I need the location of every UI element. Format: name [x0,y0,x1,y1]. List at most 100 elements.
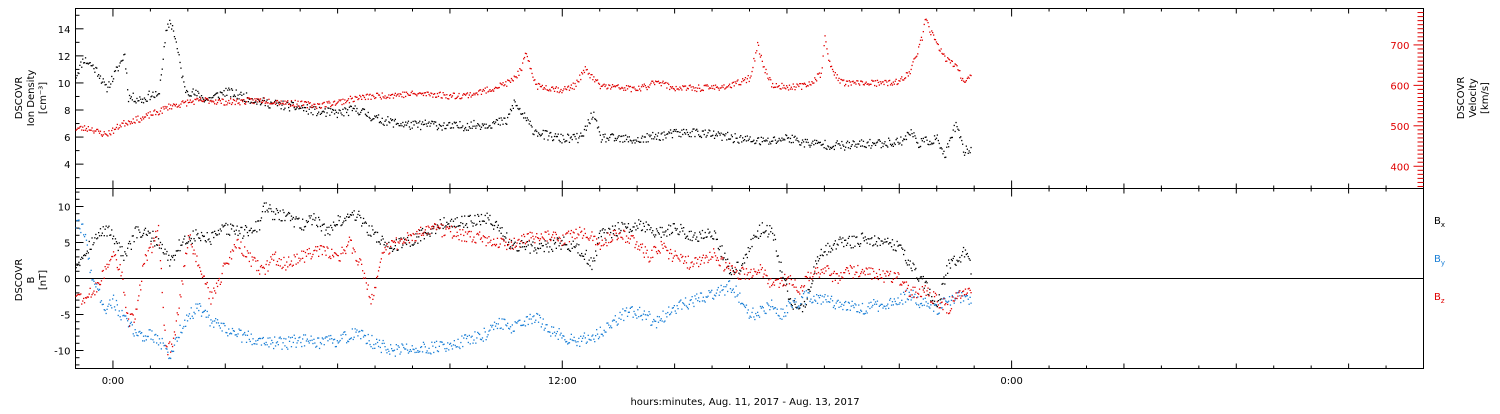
b-point-by [453,344,454,345]
x-tick-label: 0:00 [102,376,124,387]
b-point-bx [589,265,590,266]
b-point-bz [409,242,410,243]
velocity-point [782,87,783,88]
velocity-point [444,94,445,95]
b-point-bz [572,237,573,238]
b-point-bx [481,214,482,215]
density-point [140,99,141,100]
b-point-by [633,311,634,312]
b-point-bx [790,298,791,299]
b-point-bx [621,222,622,223]
density-point [115,70,116,71]
density-point [340,112,341,113]
velocity-point [873,80,874,81]
b-point-bz [462,229,463,230]
b-point-by [666,316,667,317]
b-point-bx [346,216,347,217]
b-point-bz [644,257,645,258]
b-point-bz [682,256,683,257]
density-point [795,139,796,140]
velocity-point [780,88,781,89]
velocity-point [436,97,437,98]
b-point-bz [851,266,852,267]
b-point-by [493,329,494,330]
velocity-point [790,88,791,89]
density-point [607,138,608,139]
b-point-bx [344,218,345,219]
density-point [750,136,751,137]
b-point-bz [158,225,159,226]
velocity-point [639,88,640,89]
b-point-by [818,295,819,296]
b-point-bx [377,232,378,233]
density-point [360,112,361,113]
density-point [963,152,964,153]
density-point [343,115,344,116]
density-point [234,94,235,95]
b-point-bz [314,250,315,251]
b-point-bx [116,241,117,242]
b-point-bx [317,226,318,227]
density-point [513,108,514,109]
b-point-bx [698,241,699,242]
b-point-by [683,303,684,304]
b-point-bx [524,246,525,247]
density-point [849,142,850,143]
b-point-bz [312,254,313,255]
b-point-by [897,304,898,305]
b-point-by [450,343,451,344]
b-point-bx [904,250,905,251]
density-point [874,143,875,144]
b-point-by [487,334,488,335]
b-point-by [380,347,381,348]
density-point [628,141,629,142]
density-point [255,101,256,102]
velocity-point [115,129,116,130]
velocity-point [919,44,920,45]
b-point-by [103,304,104,305]
b-point-by [355,332,356,333]
b-point-bz [322,254,323,255]
b-point-bz [147,260,148,261]
b-point-bz [241,253,242,254]
density-point [312,114,313,115]
density-point [543,130,544,131]
b-point-by [936,304,937,305]
density-point [837,140,838,141]
b-point-bx [158,238,159,239]
b-point-bx [384,242,385,243]
density-point [613,134,614,135]
b-point-bz [725,262,726,263]
b-point-by [139,331,140,332]
b-point-bx [238,230,239,231]
b-point-bx [213,237,214,238]
density-point [426,123,427,124]
density-point [745,136,746,137]
b-point-bx [147,235,148,236]
b-point-bx [376,241,377,242]
b-point-by [186,315,187,316]
b-point-by [270,343,271,344]
density-point [316,115,317,116]
b-point-bz [207,282,208,283]
b-point-bz [871,279,872,280]
velocity-point [574,89,575,90]
density-point [593,112,594,113]
density-point [770,143,771,144]
b-point-by [960,302,961,303]
b-point-bz [767,283,768,284]
b-point-by [677,305,678,306]
b-point-bx [278,212,279,213]
density-point [164,46,165,47]
b-point-bx [201,232,202,233]
b-point-bx [826,254,827,255]
b-point-by [387,349,388,350]
b-point-by [210,319,211,320]
b-point-bx [244,229,245,230]
b-point-by [695,298,696,299]
b-point-by [173,351,174,352]
b-point-bz [862,269,863,270]
b-point-bz [407,232,408,233]
b-point-by [651,324,652,325]
b-point-bz [618,238,619,239]
